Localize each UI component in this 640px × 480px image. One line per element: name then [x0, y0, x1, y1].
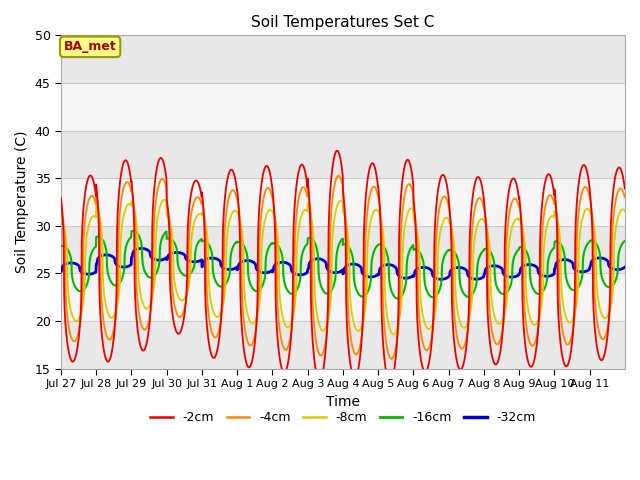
-2cm: [545, 171, 553, 177]
-16cm: [57, 243, 65, 249]
-4cm: [57, 203, 65, 208]
Bar: [61, 226, 625, 273]
-4cm: [388, 356, 396, 362]
Line: -8cm: -8cm: [61, 200, 625, 335]
-8cm: [161, 197, 168, 203]
-32cm: [545, 273, 553, 279]
-32cm: [377, 264, 385, 270]
-2cm: [235, 209, 243, 215]
-4cm: [335, 173, 342, 179]
-2cm: [621, 186, 628, 192]
-16cm: [545, 254, 553, 260]
-4cm: [621, 194, 628, 200]
-16cm: [394, 296, 402, 301]
-8cm: [390, 332, 397, 337]
Legend: -2cm, -4cm, -8cm, -16cm, -32cm: -2cm, -4cm, -8cm, -16cm, -32cm: [145, 406, 541, 429]
Bar: [61, 273, 625, 321]
X-axis label: Time: Time: [326, 395, 360, 408]
Y-axis label: Soil Temperature (C): Soil Temperature (C): [15, 131, 29, 273]
-32cm: [113, 262, 121, 268]
-16cm: [377, 241, 385, 247]
Title: Soil Temperatures Set C: Soil Temperatures Set C: [252, 15, 435, 30]
Bar: [61, 83, 625, 131]
-4cm: [113, 296, 121, 302]
-4cm: [545, 193, 553, 199]
-32cm: [437, 276, 445, 282]
-32cm: [236, 261, 243, 267]
-8cm: [377, 216, 385, 222]
Line: -32cm: -32cm: [61, 249, 625, 279]
Line: -16cm: -16cm: [61, 231, 625, 299]
-8cm: [236, 214, 243, 220]
-16cm: [236, 239, 243, 245]
-4cm: [613, 191, 621, 197]
Bar: [61, 321, 625, 369]
-32cm: [138, 246, 145, 252]
Text: BA_met: BA_met: [64, 40, 116, 53]
-2cm: [113, 220, 121, 226]
-4cm: [235, 206, 243, 212]
-16cm: [621, 238, 628, 244]
-2cm: [613, 167, 621, 173]
Bar: [61, 36, 625, 83]
-8cm: [613, 218, 621, 224]
-2cm: [57, 195, 65, 201]
Line: -4cm: -4cm: [61, 176, 625, 359]
-4cm: [513, 198, 521, 204]
-16cm: [113, 282, 121, 288]
Line: -2cm: -2cm: [61, 151, 625, 383]
-8cm: [545, 217, 553, 223]
-16cm: [513, 248, 521, 254]
-2cm: [513, 184, 521, 190]
Bar: [61, 131, 625, 178]
-8cm: [621, 208, 628, 214]
-2cm: [333, 148, 341, 154]
-16cm: [129, 228, 137, 234]
-4cm: [377, 215, 385, 221]
-16cm: [613, 272, 621, 278]
-8cm: [57, 215, 65, 221]
-32cm: [57, 269, 65, 275]
Bar: [61, 178, 625, 226]
-2cm: [377, 237, 385, 242]
-8cm: [113, 302, 121, 308]
-32cm: [613, 267, 621, 273]
-8cm: [513, 216, 521, 222]
-32cm: [513, 273, 521, 279]
-32cm: [621, 264, 628, 270]
-2cm: [386, 380, 394, 386]
